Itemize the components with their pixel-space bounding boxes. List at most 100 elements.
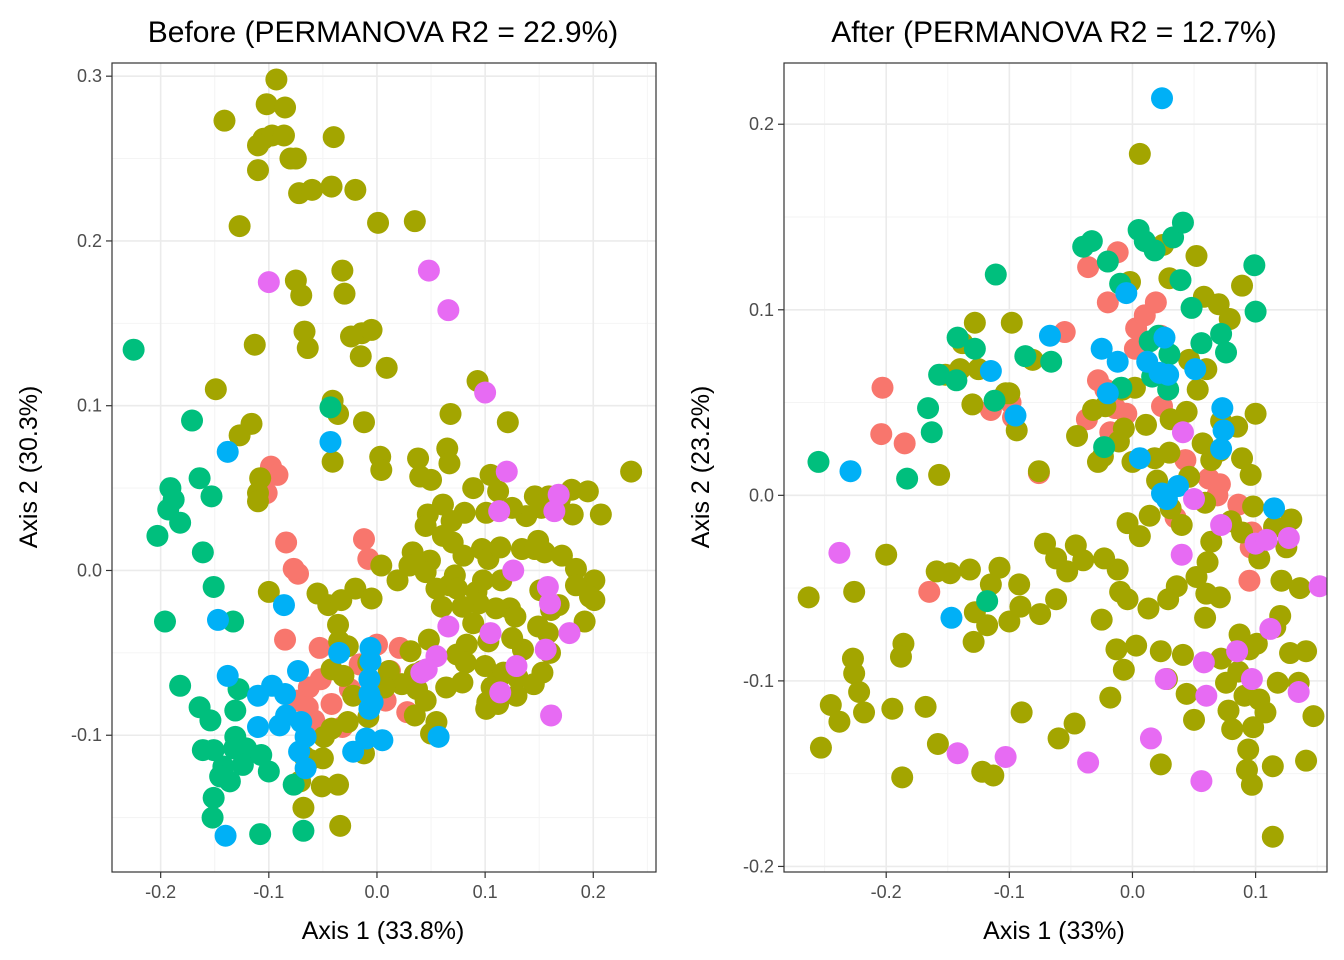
scatter-point: [958, 558, 981, 581]
scatter-point: [425, 577, 448, 600]
scatter-point: [589, 503, 612, 526]
scatter-point: [1171, 211, 1194, 234]
scatter-point: [1038, 324, 1061, 347]
scatter-point: [1184, 358, 1207, 381]
scatter-point: [310, 775, 333, 798]
scatter-point: [319, 430, 342, 453]
scatter-point: [1010, 701, 1033, 724]
scatter-point: [181, 409, 204, 432]
scatter-point: [257, 760, 280, 783]
after-panel: After (PERMANOVA R2 = 12.7%) -0.2 -0.1 0.0…: [687, 16, 1328, 945]
before-x-tick-label: -0.2: [145, 882, 176, 902]
before-y-tick-label: -0.1: [71, 725, 102, 745]
scatter-point: [893, 432, 916, 455]
scatter-point: [1194, 606, 1217, 629]
scatter-point: [293, 320, 316, 343]
scatter-point: [462, 612, 485, 635]
scatter-point: [1115, 282, 1138, 305]
scatter-point: [439, 402, 462, 425]
scatter-point: [431, 493, 454, 516]
scatter-point: [1242, 495, 1265, 518]
scatter-point: [386, 569, 409, 592]
scatter-point: [359, 650, 382, 673]
scatter-point: [917, 397, 940, 420]
scatter-point: [216, 664, 239, 687]
scatter-point: [1197, 467, 1220, 490]
scatter-point: [296, 337, 319, 360]
scatter-point: [918, 580, 941, 603]
scatter-point: [377, 659, 400, 682]
before-x-tick-label: 0.1: [473, 882, 498, 902]
scatter-point: [451, 595, 474, 618]
before-series-group_2: [204, 68, 643, 837]
before-y-tick-label: 0.1: [77, 396, 102, 416]
scatter-point: [1170, 514, 1193, 537]
scatter-point: [1137, 597, 1160, 620]
scatter-point: [1096, 382, 1119, 405]
scatter-point: [247, 134, 269, 157]
scatter-point: [573, 610, 596, 633]
scatter-point: [1093, 547, 1116, 570]
scatter-point: [495, 460, 518, 483]
after-y-tick-label: 0.1: [749, 300, 774, 320]
scatter-point: [1259, 617, 1282, 640]
scatter-point: [146, 524, 169, 547]
scatter-point: [928, 463, 951, 486]
scatter-point: [1244, 300, 1267, 323]
scatter-point: [536, 575, 559, 598]
scatter-point: [1153, 326, 1176, 349]
scatter-point: [344, 178, 367, 201]
scatter-point: [914, 695, 937, 718]
scatter-point: [122, 338, 145, 361]
scatter-point: [1093, 436, 1116, 459]
before-plot-area: -0.2 -0.1 0.0 0.1 0.2 -0.1 0.0 0.1 0.2 0.3: [71, 62, 657, 902]
scatter-point: [561, 503, 584, 526]
scatter-point: [206, 608, 229, 631]
scatter-point: [454, 651, 477, 674]
scatter-point: [1200, 530, 1223, 553]
scatter-point: [488, 500, 511, 523]
after-x-axis-title: Axis 1 (33%): [983, 917, 1125, 945]
scatter-point: [471, 569, 494, 592]
after-plot-area: -0.2 -0.1 0.0 0.1 -0.2 -0.1 0.0 0.1 0.2: [743, 62, 1328, 902]
scatter-point: [188, 467, 211, 490]
scatter-point: [360, 587, 383, 610]
scatter-point: [505, 655, 528, 678]
scatter-point: [327, 773, 350, 796]
scatter-point: [620, 460, 643, 483]
scatter-point: [438, 452, 461, 475]
scatter-point: [979, 360, 1002, 383]
after-y-axis: -0.2 -0.1 0.0 0.1 0.2: [743, 114, 784, 876]
scatter-point: [1157, 588, 1180, 611]
scatter-point: [216, 440, 239, 463]
scatter-point: [1196, 551, 1219, 574]
scatter-point: [1185, 244, 1208, 267]
scatter-point: [1112, 658, 1135, 681]
scatter-point: [327, 613, 350, 636]
scatter-point: [828, 541, 851, 564]
scatter-point: [1096, 291, 1119, 314]
scatter-point: [583, 569, 606, 592]
scatter-point: [1144, 291, 1167, 314]
scatter-point: [871, 376, 894, 399]
scatter-point: [414, 514, 437, 537]
scatter-point: [191, 541, 214, 564]
scatter-point: [417, 628, 440, 651]
scatter-point: [224, 699, 247, 722]
scatter-point: [202, 575, 225, 598]
scatter-point: [1215, 671, 1238, 694]
scatter-point: [287, 659, 310, 682]
scatter-point: [200, 485, 223, 508]
scatter-point: [976, 614, 999, 637]
after-x-tick-label: -0.1: [994, 882, 1025, 902]
scatter-point: [272, 594, 295, 617]
scatter-point: [282, 557, 305, 580]
scatter-point: [243, 333, 266, 356]
scatter-point: [231, 753, 254, 776]
scatter-point: [807, 450, 830, 473]
scatter-point: [1186, 378, 1209, 401]
scatter-point: [247, 490, 269, 513]
scatter-point: [963, 337, 986, 360]
scatter-point: [202, 786, 225, 809]
scatter-point: [504, 605, 527, 628]
